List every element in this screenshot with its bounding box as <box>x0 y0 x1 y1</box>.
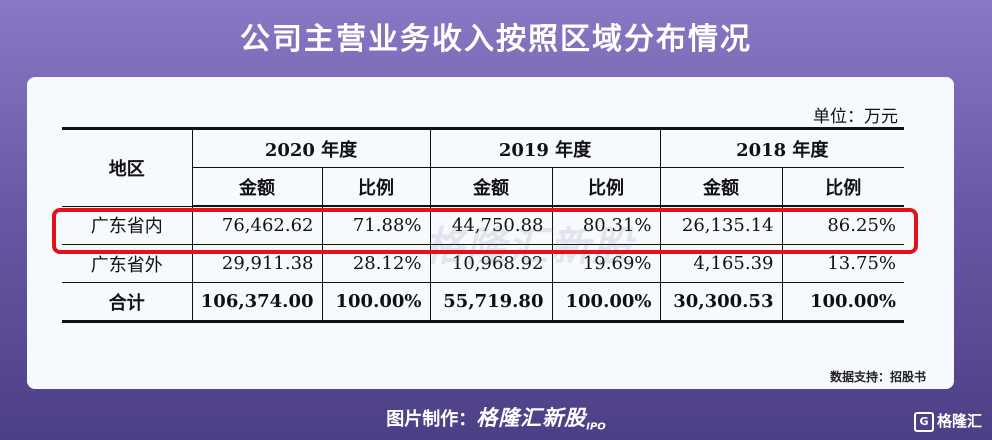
cell-amount: 76,462.62 <box>191 206 322 245</box>
sub-header-ratio: 比例 <box>781 167 904 207</box>
watermark: 格隆汇新股 <box>424 224 634 270</box>
cell-ratio: 100.00% <box>551 282 660 323</box>
page-title: 公司主营业务收入按照区域分布情况 <box>240 22 752 57</box>
logo-g-icon: G <box>913 411 934 432</box>
year-header-2018: 2018 年度 <box>659 127 904 168</box>
table-row: 广东省内 76,462.62 71.88% 44,750.88 80.31% 2… <box>62 206 904 245</box>
footer-credit: 图片制作：格隆汇新股IPO <box>0 402 992 433</box>
cell-ratio: 100.00% <box>321 282 430 323</box>
region-header: 地区 <box>62 127 192 207</box>
footer-prefix: 图片制作： <box>386 409 477 430</box>
sub-header-amount: 金额 <box>429 167 552 207</box>
footer-brand: 格隆汇新股 <box>476 406 587 430</box>
cell-ratio: 100.00% <box>781 282 904 323</box>
row-region: 广东省内 <box>62 206 192 245</box>
sub-header-amount: 金额 <box>659 167 782 207</box>
sub-header-ratio: 比例 <box>551 167 660 207</box>
highlight-box <box>52 208 918 254</box>
year-header-2020: 2020 年度 <box>191 127 430 168</box>
cell-ratio: 80.31% <box>551 206 660 245</box>
row-region: 合计 <box>62 282 192 323</box>
year-header-2019: 2019 年度 <box>429 127 660 168</box>
cell-ratio: 71.88% <box>321 206 430 245</box>
cell-amount: 106,374.00 <box>191 282 322 323</box>
cell-amount: 55,719.80 <box>429 282 552 323</box>
unit-label: 单位：万元 <box>813 107 898 127</box>
footer-ipo: IPO <box>586 421 606 433</box>
cell-amount: 26,135.14 <box>659 206 782 245</box>
corner-logo: G 格隆汇 <box>913 410 982 432</box>
sub-header-ratio: 比例 <box>321 167 430 207</box>
source-note: 数据支持：招股书 <box>829 370 926 384</box>
corner-logo-text: 格隆汇 <box>936 412 982 430</box>
cell-amount: 44,750.88 <box>429 206 552 245</box>
table-row-total: 合计 106,374.00 100.00% 55,719.80 100.00% … <box>62 282 904 323</box>
cell-amount: 30,300.53 <box>659 282 782 323</box>
sub-header-amount: 金额 <box>191 167 322 207</box>
cell-ratio: 86.25% <box>781 206 904 245</box>
revenue-table: 地区 2020 年度 2019 年度 2018 年度 金额 比例 金额 比例 金… <box>62 127 904 323</box>
